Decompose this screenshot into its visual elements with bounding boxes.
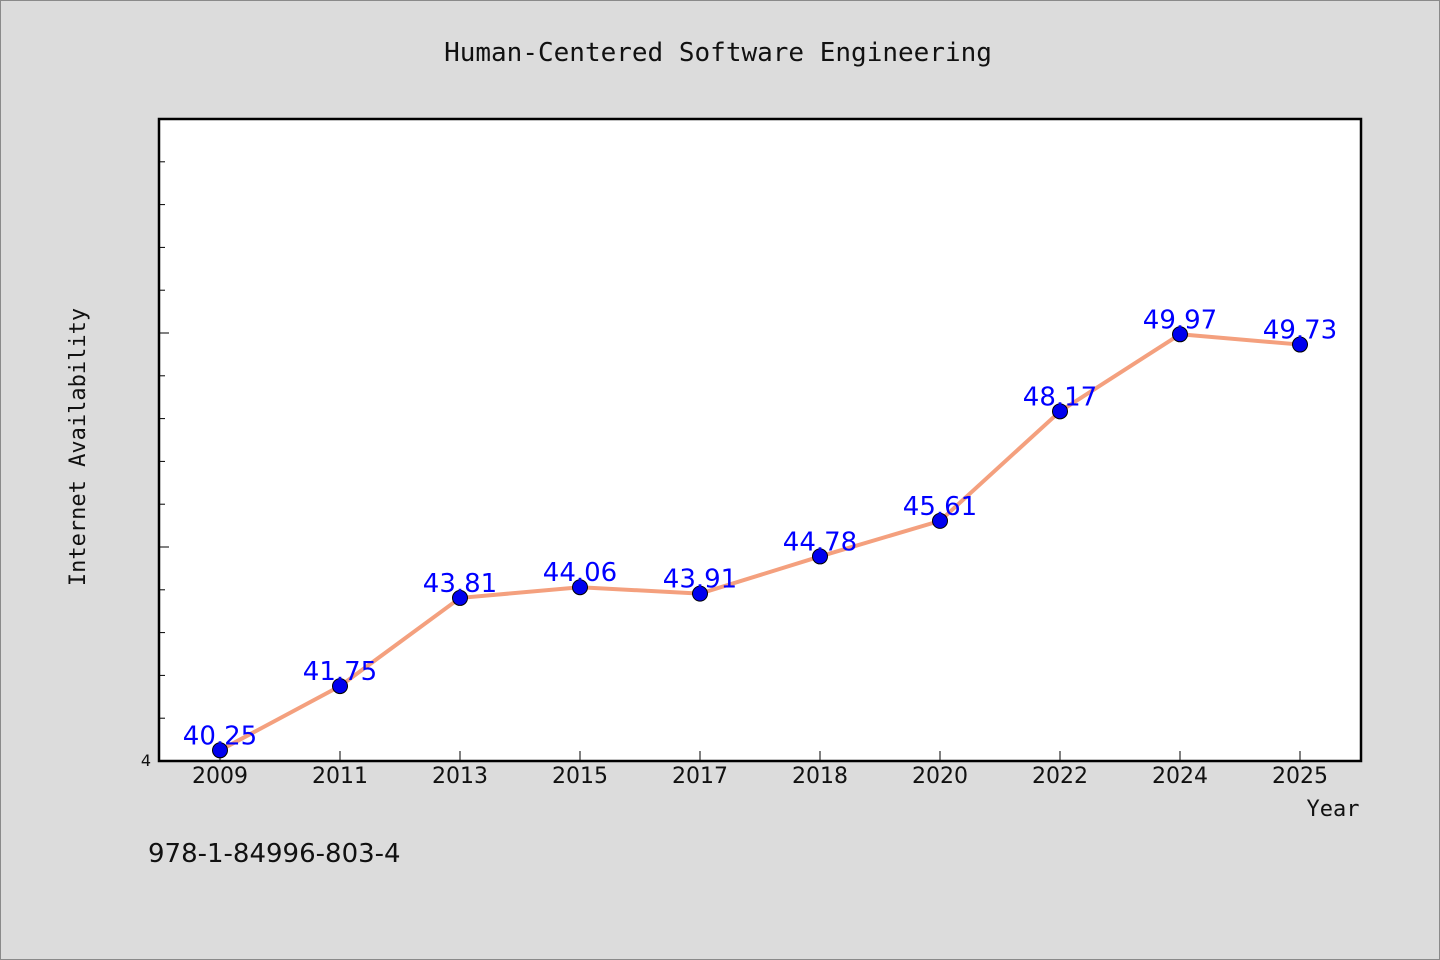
series-layer: 40.25 41.75 43.81 44.06 43.91 44.78 45.61 48.17… [183,305,1337,759]
data-point [1052,403,1068,420]
data-point [1172,326,1188,343]
data-label: 49.97 [1143,305,1217,335]
data-label: 44.06 [543,558,617,588]
data-label: 45.61 [903,492,977,522]
data-point [332,678,348,695]
data-point [932,512,948,529]
x-axis-ticks: 2009 2011 2013 2015 2017 2018 2020 2022 2024 2025 [192,751,1328,789]
x-tick-label: 2013 [432,764,488,789]
x-tick-label: 2020 [912,764,968,789]
data-label: 48.17 [1023,382,1097,412]
data-label: 40.25 [183,721,257,751]
y-axis-ticks: 4 [141,161,169,770]
data-point [452,589,468,606]
data-point [572,579,588,596]
data-point [692,585,708,602]
data-label: 43.81 [423,569,497,599]
x-tick-label: 2025 [1272,764,1328,789]
plot-area [157,117,1363,763]
data-label: 41.75 [303,657,377,687]
x-tick-label: 2015 [552,764,608,789]
data-point [812,548,828,565]
isbn-footer: 978-1-84996-803-4 [148,839,401,869]
x-tick-label: 2024 [1152,764,1208,789]
x-tick-label: 2022 [1032,764,1088,789]
data-label: 43.91 [663,565,737,595]
x-tick-label: 2009 [192,764,248,789]
y-axis-label: Internet Availability [66,308,91,586]
chart-title: Human-Centered Software Engineering [444,38,992,68]
data-label: 44.78 [783,527,857,557]
y-tick-label: 4 [141,751,151,770]
data-label: 49.73 [1263,316,1337,346]
series-line [218,332,1302,753]
x-tick-label: 2018 [792,764,848,789]
x-tick-label: 2017 [672,764,728,789]
data-point [212,742,228,759]
data-point [1292,336,1308,353]
x-tick-label: 2011 [312,764,368,789]
x-axis-label: Year [1307,797,1360,822]
